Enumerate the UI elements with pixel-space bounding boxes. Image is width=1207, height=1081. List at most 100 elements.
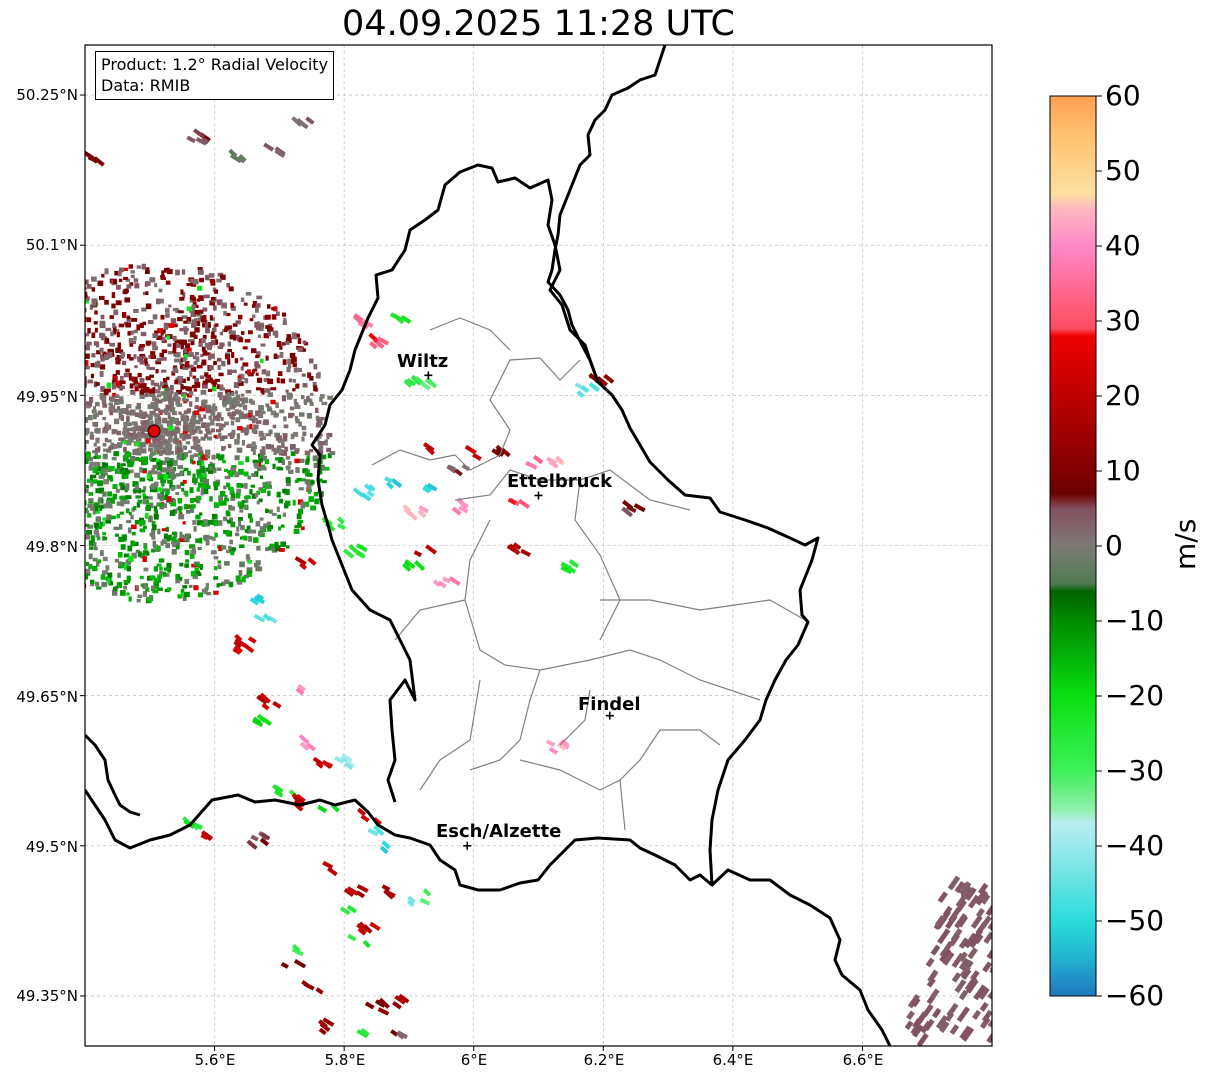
radar-clutter-cell <box>46 355 49 359</box>
radar-clutter-cell <box>239 561 245 568</box>
radar-clutter-cell <box>4 347 8 351</box>
radar-clutter-cell <box>68 573 74 578</box>
radar-clutter-cell <box>9 338 13 343</box>
radar-clutter-cell <box>117 572 121 578</box>
radar-clutter-cell <box>327 453 332 459</box>
radar-clutter-cell <box>20 382 23 386</box>
radar-clutter-cell <box>49 331 53 334</box>
radar-clutter-cell <box>227 341 232 347</box>
radar-clutter-cell <box>104 437 109 442</box>
radar-clutter-cell <box>274 541 279 546</box>
radar-clutter-cell <box>278 526 282 531</box>
radar-clutter-cell <box>187 408 192 413</box>
radar-clutter-cell <box>219 387 226 391</box>
radar-clutter-cell <box>103 536 108 541</box>
radar-clutter-cell <box>237 517 243 521</box>
radar-clutter-cell <box>164 567 170 571</box>
radar-clutter-cell <box>165 449 170 455</box>
radar-clutter-cell <box>131 524 137 529</box>
radar-clutter-cell <box>302 383 308 388</box>
radar-clutter-cell <box>66 487 70 493</box>
radar-streak-cell <box>369 341 378 350</box>
radar-clutter-cell <box>160 450 166 454</box>
radar-clutter-cell <box>153 403 159 408</box>
radar-streak-cell <box>322 860 334 870</box>
radar-clutter-cell <box>225 389 232 394</box>
city-label-esch: Esch/Alzette <box>436 821 562 842</box>
radar-clutter-cell <box>64 503 68 506</box>
radar-clutter-cell <box>100 358 105 362</box>
radar-streak-cell <box>327 866 338 877</box>
radar-clutter-cell <box>315 407 319 414</box>
radar-clutter-cell <box>102 491 107 497</box>
colorbar-tick-label: 0 <box>1105 529 1123 562</box>
radar-streak-cell <box>559 739 570 750</box>
radar-clutter-cell <box>133 336 137 341</box>
radar-clutter-cell <box>288 363 292 369</box>
radar-clutter-cell <box>164 431 171 436</box>
radar-clutter-cell <box>0 463 3 466</box>
radar-clutter-cell <box>86 284 92 289</box>
radar-clutter-cell <box>157 385 161 390</box>
radar-clutter-cell <box>178 506 182 510</box>
radar-clutter-cell <box>163 378 168 383</box>
radar-clutter-cell <box>54 337 58 343</box>
radar-streak-cell <box>472 453 482 461</box>
radar-clutter-cell <box>66 348 71 353</box>
radar-clutter-cell <box>240 427 247 433</box>
radar-clutter-cell <box>65 295 69 299</box>
radar-clutter-cell <box>238 413 243 420</box>
radar-clutter-cell <box>36 339 42 344</box>
radar-clutter-cell <box>111 303 116 309</box>
radar-clutter-cell <box>153 447 158 453</box>
radar-clutter-cell <box>118 399 124 405</box>
radar-clutter-cell <box>218 425 224 431</box>
radar-clutter-cell <box>205 374 212 379</box>
radar-clutter-cell <box>277 371 283 377</box>
radar-clutter-cell <box>267 392 273 397</box>
radar-clutter-cell <box>299 458 305 463</box>
radar-clutter-cell <box>115 347 121 353</box>
radar-clutter-cell <box>222 500 227 506</box>
radar-clutter-cell <box>130 514 134 520</box>
radar-clutter-cell <box>5 363 9 368</box>
radar-clutter-cell <box>175 309 181 314</box>
radar-clutter-cell <box>102 351 107 356</box>
radar-clutter-cell <box>164 392 170 397</box>
radar-clutter-cell <box>141 307 147 312</box>
radar-clutter-cell <box>144 282 148 287</box>
radar-clutter-cell <box>46 507 52 512</box>
radar-clutter-cell <box>280 438 285 443</box>
radar-clutter-cell <box>158 450 163 456</box>
radar-clutter-cell <box>152 544 159 549</box>
radar-clutter-cell <box>149 393 154 397</box>
radar-clutter-cell <box>232 323 238 327</box>
radar-clutter-cell <box>139 575 144 580</box>
radar-clutter-cell <box>158 409 165 414</box>
radar-streak-cell <box>402 562 412 572</box>
radar-clutter-cell <box>152 457 157 462</box>
radar-clutter-cell <box>13 447 16 452</box>
radar-clutter-cell <box>78 371 84 374</box>
radar-clutter-cell <box>181 487 185 492</box>
radar-clutter-cell <box>215 423 222 427</box>
radar-clutter-cell <box>16 347 21 352</box>
radar-clutter-cell <box>252 300 257 307</box>
radar-clutter-cell <box>157 494 164 500</box>
radar-clutter-cell <box>194 327 200 333</box>
radar-clutter-cell <box>135 406 142 410</box>
radar-clutter-cell <box>93 542 97 547</box>
distant-clutter-cell <box>974 933 984 945</box>
radar-clutter-cell <box>157 578 161 583</box>
radar-clutter-cell <box>85 291 88 297</box>
radar-clutter-cell <box>119 385 126 390</box>
radar-clutter-cell <box>132 340 136 344</box>
radar-clutter-cell <box>137 447 142 452</box>
radar-clutter-cell <box>60 487 66 493</box>
radar-clutter-cell <box>309 433 313 438</box>
radar-streak-cell <box>343 761 354 771</box>
radar-clutter-cell <box>129 282 134 286</box>
radar-clutter-cell <box>126 508 130 514</box>
radar-clutter-cell <box>169 483 173 489</box>
radar-clutter-cell <box>91 287 96 292</box>
